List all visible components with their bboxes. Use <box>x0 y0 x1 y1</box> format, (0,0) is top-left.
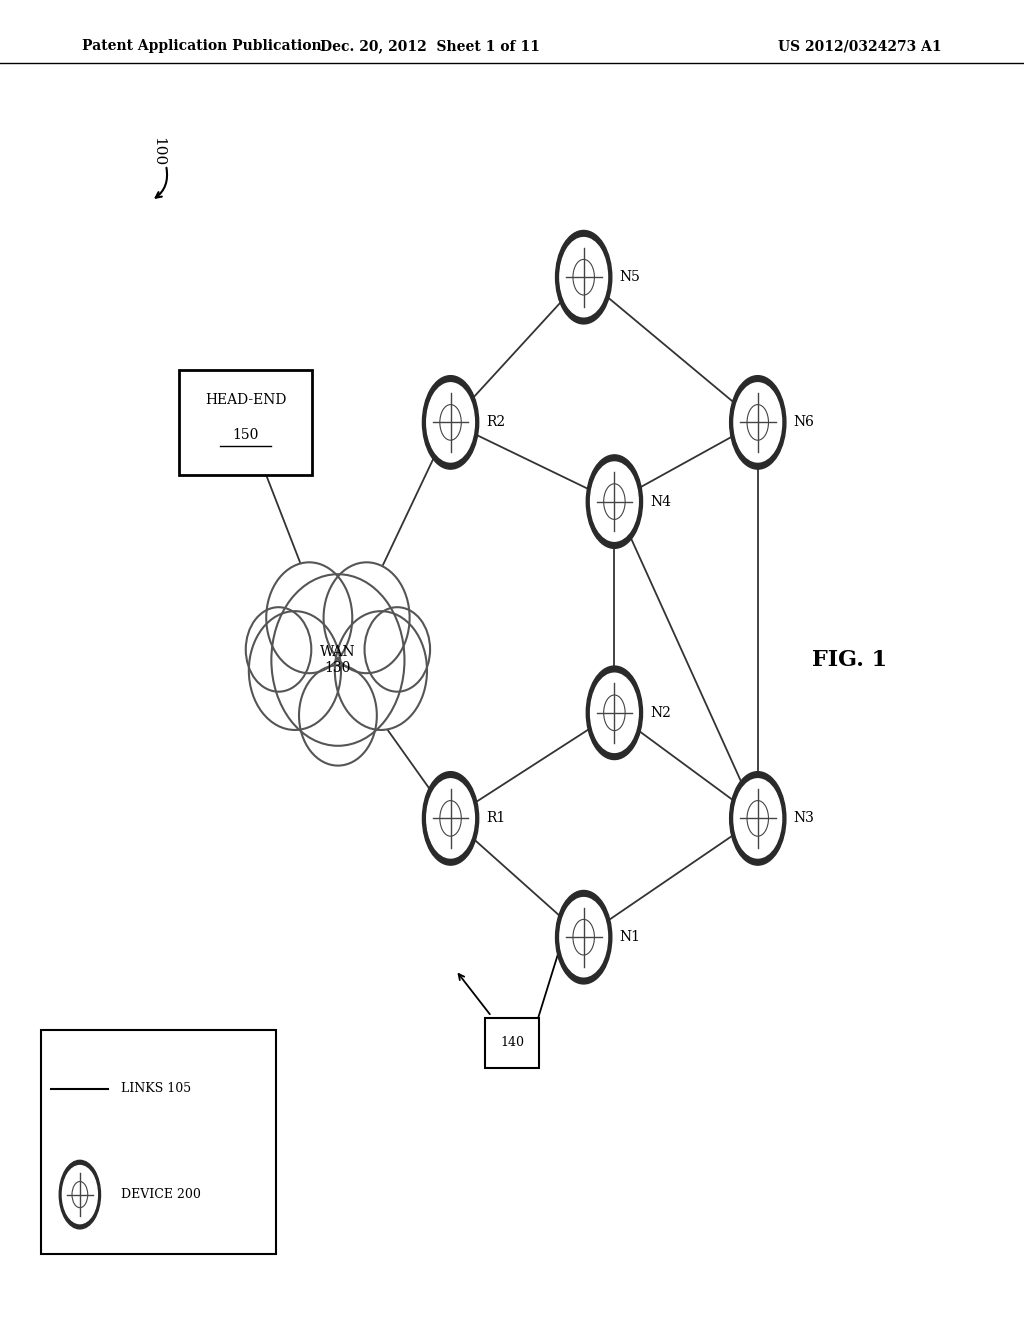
FancyBboxPatch shape <box>41 1030 276 1254</box>
Text: R1: R1 <box>486 812 506 825</box>
Text: N3: N3 <box>794 812 814 825</box>
Circle shape <box>249 611 341 730</box>
Ellipse shape <box>556 891 611 983</box>
Circle shape <box>246 607 311 692</box>
Ellipse shape <box>730 376 785 469</box>
Ellipse shape <box>734 779 781 858</box>
Text: Dec. 20, 2012  Sheet 1 of 11: Dec. 20, 2012 Sheet 1 of 11 <box>321 40 540 53</box>
Text: 150: 150 <box>232 428 259 442</box>
Text: LINKS 105: LINKS 105 <box>121 1082 190 1096</box>
Text: WAN
130: WAN 130 <box>321 645 355 675</box>
Text: N5: N5 <box>620 271 640 284</box>
Circle shape <box>335 611 427 730</box>
Text: US 2012/0324273 A1: US 2012/0324273 A1 <box>778 40 942 53</box>
Text: N4: N4 <box>650 495 671 508</box>
FancyBboxPatch shape <box>485 1018 539 1068</box>
Ellipse shape <box>730 772 785 865</box>
Text: DEVICE 200: DEVICE 200 <box>121 1188 201 1201</box>
Ellipse shape <box>587 455 642 548</box>
Text: 140: 140 <box>500 1036 524 1049</box>
Text: N2: N2 <box>650 706 671 719</box>
Ellipse shape <box>59 1160 100 1229</box>
Ellipse shape <box>560 898 607 977</box>
Ellipse shape <box>556 231 611 323</box>
Ellipse shape <box>591 673 638 752</box>
Ellipse shape <box>427 383 474 462</box>
Ellipse shape <box>734 383 781 462</box>
Ellipse shape <box>560 238 607 317</box>
Ellipse shape <box>423 376 478 469</box>
Circle shape <box>299 665 377 766</box>
Ellipse shape <box>427 779 474 858</box>
Text: R2: R2 <box>486 416 506 429</box>
Circle shape <box>324 562 410 673</box>
Ellipse shape <box>587 667 642 759</box>
Text: FIG. 1: FIG. 1 <box>812 649 888 671</box>
Text: 100: 100 <box>152 137 166 166</box>
Text: N6: N6 <box>794 416 814 429</box>
Circle shape <box>266 562 352 673</box>
Text: N1: N1 <box>620 931 640 944</box>
Ellipse shape <box>62 1166 97 1224</box>
Ellipse shape <box>423 772 478 865</box>
Ellipse shape <box>591 462 638 541</box>
Text: Patent Application Publication: Patent Application Publication <box>82 40 322 53</box>
Text: HEAD-END: HEAD-END <box>205 392 287 407</box>
FancyBboxPatch shape <box>179 370 312 475</box>
Circle shape <box>271 574 404 746</box>
Circle shape <box>365 607 430 692</box>
